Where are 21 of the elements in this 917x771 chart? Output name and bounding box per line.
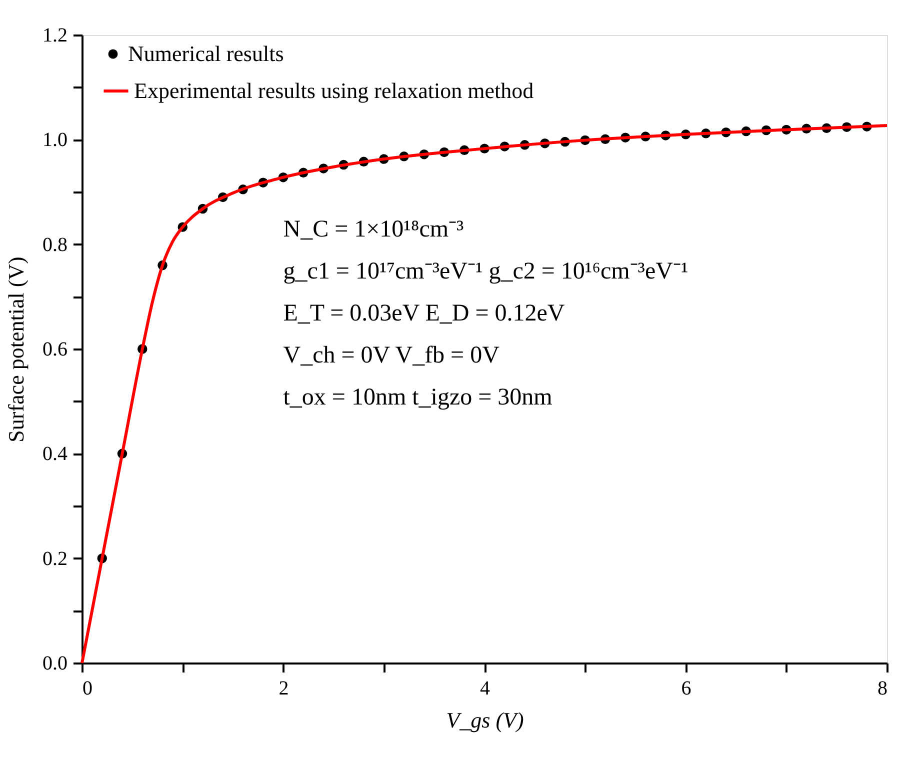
legend-label: Experimental results using relaxation method [134,78,534,103]
y-tick-label: 0.2 [42,548,68,570]
x-tick-label: 8 [878,678,888,700]
y-axis-title: Surface potential (V) [4,256,28,442]
x-axis-title: V_gs (V) [446,708,524,732]
x-tick-label: 4 [480,678,490,700]
y-tick-label: 0.6 [42,338,68,360]
x-tick-label: 2 [278,678,289,700]
legend-label: Numerical results [128,41,284,66]
annotation: V_ch = 0V V_fb = 0V [283,342,500,369]
annotation: N_C = 1×10¹⁸cm⁻³ [283,216,464,243]
x-tick-label: 0 [82,678,92,700]
annotation: g_c1 = 10¹⁷cm⁻³eV⁻¹ g_c2 = 10¹⁶cm⁻³eV⁻¹ [283,258,688,285]
y-tick-label: 1.0 [42,129,68,152]
x-tick-label: 6 [681,678,692,700]
y-tick-label: 0.8 [42,234,68,256]
y-tick-label: 0.4 [42,443,68,466]
annotation: E_T = 0.03eV E_D = 0.12eV [283,300,566,327]
y-tick-label: 1.2 [42,24,68,46]
y-tick-label: 0.0 [42,652,68,674]
annotation: t_ox = 10nm t_igzo = 30nm [283,384,553,411]
